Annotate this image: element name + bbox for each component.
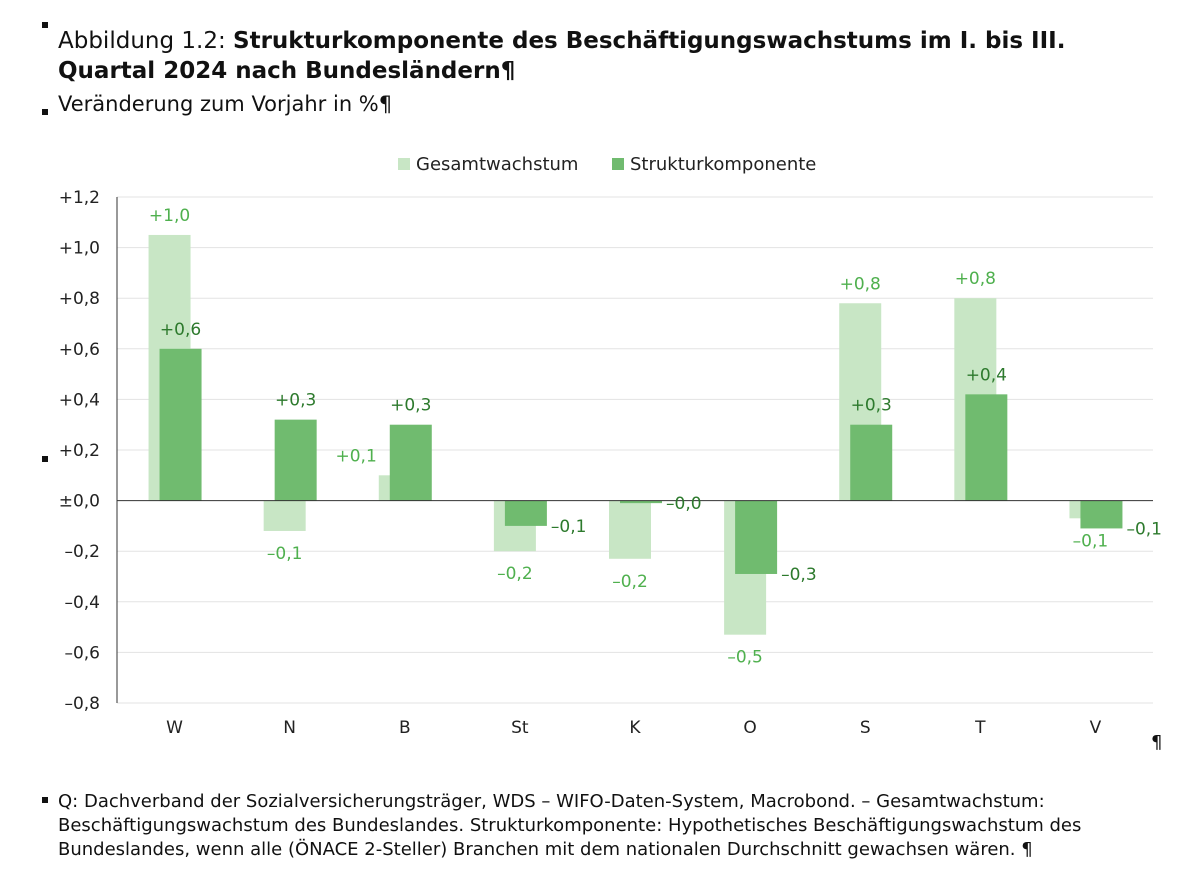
legend-layer: Gesamtwachstum Strukturkomponente (398, 154, 816, 175)
x-tick-label: B (399, 718, 411, 738)
y-tick-label: ±0,0 (59, 492, 100, 512)
source-text: Q: Dachverband der Sozialversicherungstr… (58, 791, 1082, 860)
x-tick-label: St (511, 718, 529, 738)
x-tick-label: N (283, 718, 296, 738)
chart-anchor-bullet (42, 456, 48, 462)
data-label-gesamtwachstum: +0,1 (335, 446, 376, 466)
subtitle-text: Veränderung zum Vorjahr in % (58, 92, 379, 116)
data-label-gesamtwachstum: –0,1 (1073, 531, 1109, 551)
y-tick-label: –0,8 (64, 694, 100, 714)
source-bullet (42, 797, 48, 803)
bar-gesamtwachstum (609, 500, 651, 559)
data-label-strukturkomponente: +0,3 (390, 396, 431, 416)
data-label-gesamtwachstum: –0,2 (612, 572, 648, 592)
subtitle-pilcrow: ¶ (378, 92, 393, 116)
data-label-strukturkomponente: –0,3 (781, 565, 817, 585)
figure-heading: Abbildung 1.2: Strukturkomponente des Be… (58, 26, 1168, 86)
data-label-gesamtwachstum: –0,5 (727, 648, 763, 668)
figure-number: Abbildung 1.2: (58, 28, 226, 54)
y-tick-label: –0,2 (64, 542, 100, 562)
bar-strukturkomponente (274, 419, 317, 501)
source-pilcrow: ¶ (1021, 839, 1033, 860)
y-tick-label: +1,2 (59, 188, 100, 208)
x-tick-label: W (166, 718, 183, 738)
bar-strukturkomponente (504, 500, 547, 526)
bar-strukturkomponente (1080, 500, 1123, 529)
bar-strukturkomponente (735, 500, 778, 574)
bar-strukturkomponente (850, 424, 893, 501)
legend-label-strukturkomponente: Strukturkomponente (630, 154, 816, 175)
data-label-gesamtwachstum: +1,0 (149, 206, 190, 226)
source-note: Q: Dachverband der Sozialversicherungstr… (58, 790, 1148, 862)
bar-gesamtwachstum (263, 500, 306, 531)
data-label-gesamtwachstum: –0,1 (267, 544, 303, 564)
data-label-strukturkomponente: +0,3 (851, 396, 892, 416)
bar-layer (148, 234, 1123, 635)
y-tick-label: +0,8 (59, 289, 100, 309)
axis-layer: +1,2 +1,0 +0,8 +0,6 +0,4 +0,2 ±0,0 –0,2 –0,4 –0,6… (59, 188, 1153, 738)
y-tick-label: +0,2 (59, 441, 100, 461)
y-tick-label: +0,6 (59, 340, 100, 360)
x-tick-label: T (974, 718, 986, 738)
y-tick-label: +0,4 (59, 390, 100, 410)
heading-bullet (42, 22, 48, 28)
legend-swatch-gesamtwachstum (398, 158, 410, 170)
legend-swatch-strukturkomponente (612, 158, 624, 170)
subtitle-bullet (42, 109, 48, 115)
bar-strukturkomponente (965, 394, 1008, 501)
x-tick-label: O (743, 718, 756, 738)
figure-subtitle: Veränderung zum Vorjahr in %¶ (58, 92, 392, 116)
data-label-gesamtwachstum: –0,2 (497, 564, 533, 584)
bar-strukturkomponente (159, 348, 202, 501)
x-tick-label: S (860, 718, 871, 738)
data-label-gesamtwachstum: +0,8 (955, 269, 996, 289)
y-tick-label: –0,6 (64, 643, 100, 663)
figure-title: Strukturkomponente des Beschäftigungswac… (58, 28, 1066, 84)
data-label-strukturkomponente: –0,1 (551, 517, 587, 537)
x-tick-label: K (629, 718, 641, 738)
y-tick-label: +1,0 (59, 239, 100, 259)
x-tick-label: V (1090, 718, 1102, 738)
data-label-strukturkomponente: +0,6 (160, 320, 201, 340)
data-label-gesamtwachstum: +0,8 (840, 274, 881, 294)
y-tick-label: –0,4 (64, 593, 100, 613)
bar-chart: +1,2 +1,0 +0,8 +0,6 +0,4 +0,2 ±0,0 –0,2 –0,4 –0,6… (59, 154, 1162, 738)
bar-strukturkomponente (620, 500, 662, 504)
heading-pilcrow: ¶ (500, 58, 516, 84)
data-label-strukturkomponente: –0,1 (1126, 519, 1162, 539)
legend-label-gesamtwachstum: Gesamtwachstum (416, 154, 578, 175)
data-label-strukturkomponente: +0,3 (275, 391, 316, 411)
data-label-strukturkomponente: +0,4 (966, 365, 1007, 385)
bar-strukturkomponente (389, 424, 432, 501)
label-layer: +1,0 +0,6 –0,1 +0,3 +0,1 +0,3 –0,2 –0,1 –0,2 –0,0… (149, 206, 1162, 668)
chart-pilcrow: ¶ (1151, 732, 1163, 753)
data-label-strukturkomponente: –0,0 (666, 494, 702, 514)
